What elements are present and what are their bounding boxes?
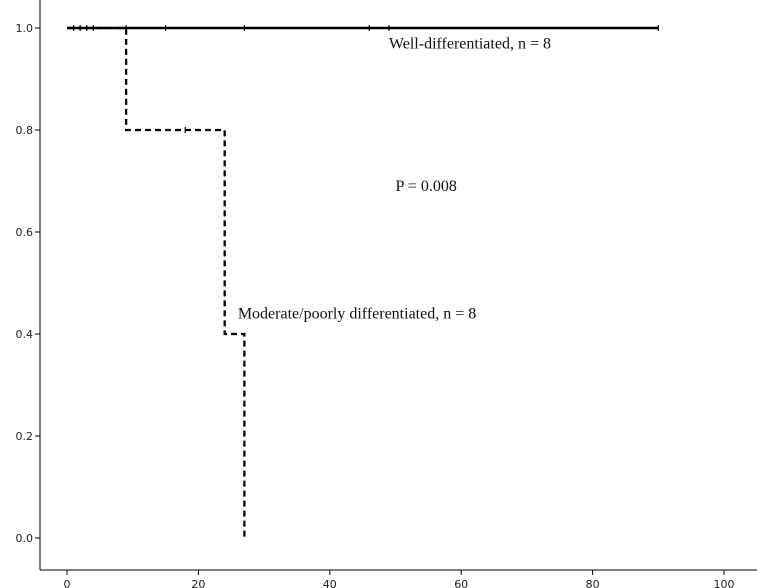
series-layer <box>67 25 659 538</box>
y-tick-label: 0.8 <box>16 124 34 137</box>
annotation-label: Well-differentiated, n = 8 <box>389 35 551 52</box>
series-0 <box>67 25 659 31</box>
annotation-label: P = 0.008 <box>396 178 457 195</box>
y-tick-label: 1.0 <box>16 22 34 35</box>
axes <box>39 0 757 571</box>
x-tick-label: 0 <box>64 578 71 588</box>
x-tick-label: 100 <box>714 578 735 588</box>
annotation-layer: Well-differentiated, n = 8 P = 0.008 Moder… <box>238 35 551 322</box>
x-tick-label: 40 <box>323 578 337 588</box>
tick-marks: 0.0 0.2 0.4 0.6 0.8 1.0 0 20 40 60 80 100 <box>16 22 735 588</box>
x-tick-label: 80 <box>586 578 600 588</box>
y-tick-label: 0.4 <box>16 328 34 341</box>
y-tick-label: 0.0 <box>16 532 34 545</box>
x-tick-label: 20 <box>191 578 205 588</box>
y-tick-label: 0.6 <box>16 226 34 239</box>
series-1 <box>67 26 246 538</box>
series-line <box>67 26 246 538</box>
y-tick-label: 0.2 <box>16 430 34 443</box>
annotation-label: Moderate/poorly differentiated, n = 8 <box>238 306 476 323</box>
x-tick-label: 60 <box>454 578 468 588</box>
